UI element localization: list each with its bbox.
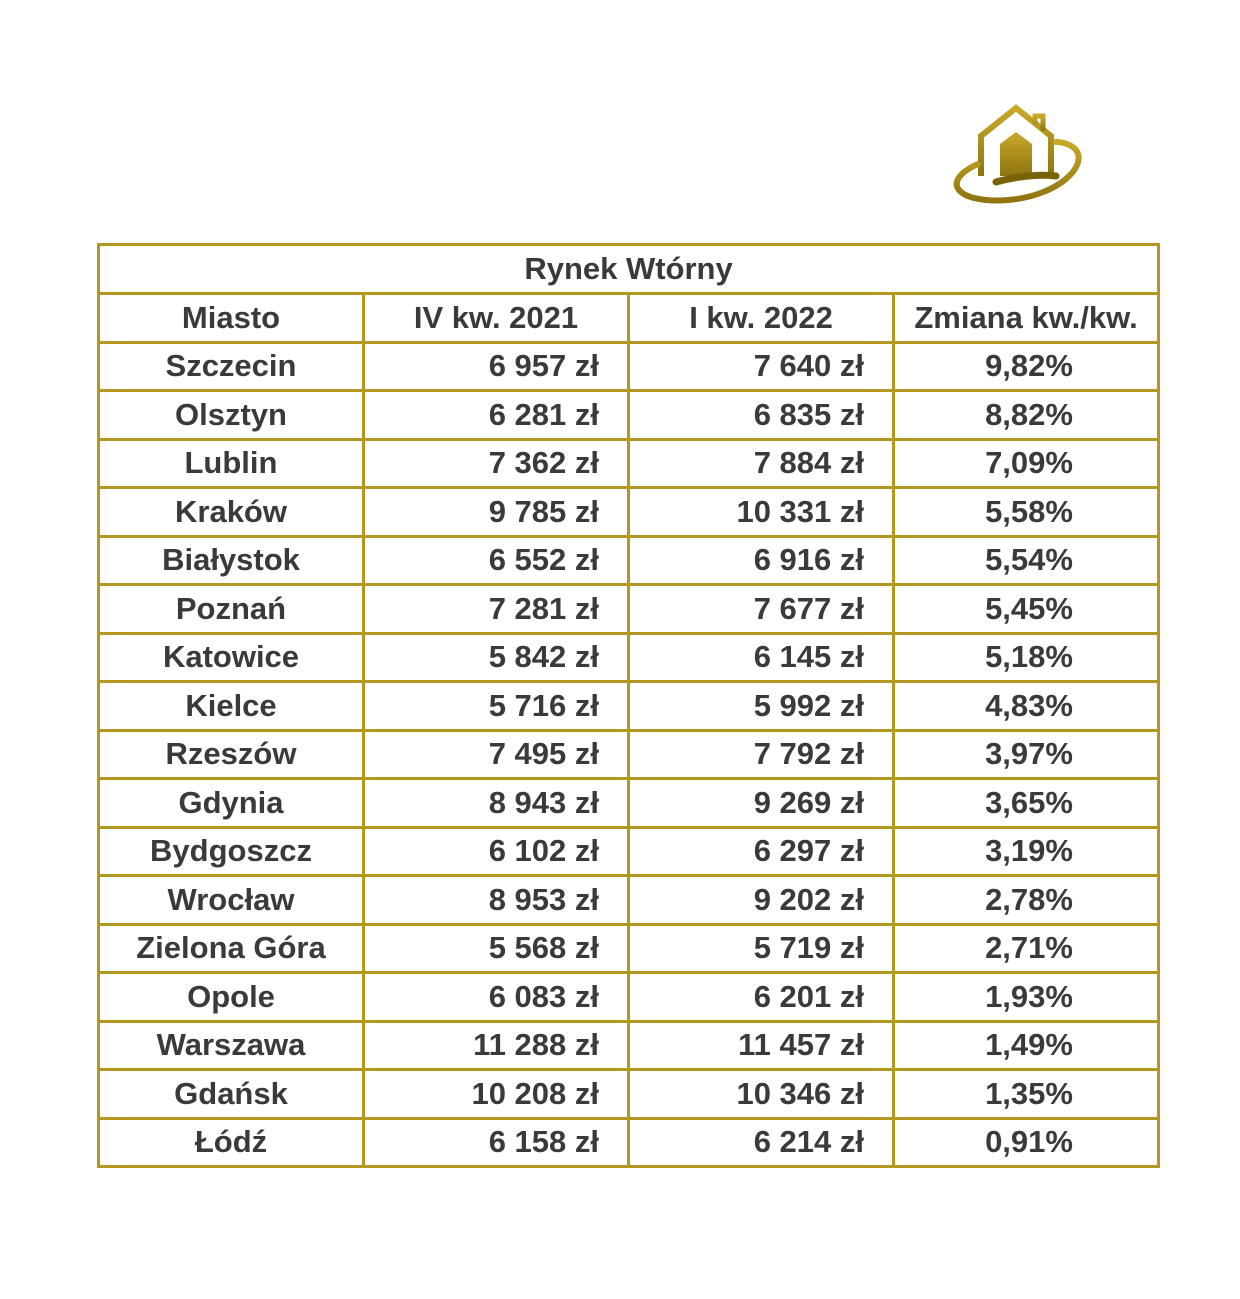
cell-price-q1-2022: 6 916 zł <box>627 534 895 586</box>
cell-price-q4-2021: 7 362 zł <box>362 437 630 489</box>
table-row: Kielce 5 716 zł 5 992 zł 4,83% <box>97 680 1161 732</box>
table-row: Olsztyn 6 281 zł 6 835 zł 8,82% <box>97 389 1161 441</box>
cell-city: Poznań <box>97 583 365 635</box>
cell-city: Białystok <box>97 534 365 586</box>
table-row: Poznań 7 281 zł 7 677 zł 5,45% <box>97 583 1161 635</box>
table-row: Gdańsk 10 208 zł 10 346 zł 1,35% <box>97 1068 1161 1120</box>
cell-price-q4-2021: 5 568 zł <box>362 922 630 974</box>
table-row: Lublin 7 362 zł 7 884 zł 7,09% <box>97 437 1161 489</box>
cell-price-q1-2022: 6 214 zł <box>627 1116 895 1168</box>
cell-price-q1-2022: 10 331 zł <box>627 486 895 538</box>
cell-price-q1-2022: 7 640 zł <box>627 340 895 392</box>
cell-price-q1-2022: 6 201 zł <box>627 971 895 1023</box>
cell-price-q4-2021: 6 158 zł <box>362 1116 630 1168</box>
cell-price-q4-2021: 7 281 zł <box>362 583 630 635</box>
cell-price-q4-2021: 9 785 zł <box>362 486 630 538</box>
cell-city: Lublin <box>97 437 365 489</box>
cell-change: 8,82% <box>891 389 1161 441</box>
cell-change: 3,97% <box>891 728 1161 780</box>
cell-price-q1-2022: 9 269 zł <box>627 777 895 829</box>
cell-city: Wrocław <box>97 874 365 926</box>
cell-price-q1-2022: 9 202 zł <box>627 874 895 926</box>
cell-price-q4-2021: 6 957 zł <box>362 340 630 392</box>
secondary-market-table: Rynek Wtórny Miasto IV kw. 2021 I kw. 20… <box>96 243 1161 1168</box>
cell-city: Zielona Góra <box>97 922 365 974</box>
cell-price-q1-2022: 6 297 zł <box>627 825 895 877</box>
column-header-q4-2021: IV kw. 2021 <box>362 292 630 344</box>
cell-price-q4-2021: 5 842 zł <box>362 631 630 683</box>
cell-change: 2,78% <box>891 874 1161 926</box>
table-row: Szczecin 6 957 zł 7 640 zł 9,82% <box>97 340 1161 392</box>
cell-change: 5,54% <box>891 534 1161 586</box>
cell-price-q4-2021: 8 953 zł <box>362 874 630 926</box>
cell-city: Katowice <box>97 631 365 683</box>
table-row: Bydgoszcz 6 102 zł 6 297 zł 3,19% <box>97 825 1161 877</box>
cell-price-q4-2021: 11 288 zł <box>362 1019 630 1071</box>
cell-city: Szczecin <box>97 340 365 392</box>
table-row: Wrocław 8 953 zł 9 202 zł 2,78% <box>97 874 1161 926</box>
table-row: Białystok 6 552 zł 6 916 zł 5,54% <box>97 534 1161 586</box>
cell-city: Rzeszów <box>97 728 365 780</box>
cell-city: Warszawa <box>97 1019 365 1071</box>
cell-change: 1,35% <box>891 1068 1161 1120</box>
cell-change: 3,65% <box>891 777 1161 829</box>
table-row: Zielona Góra 5 568 zł 5 719 zł 2,71% <box>97 922 1161 974</box>
table-row: Warszawa 11 288 zł 11 457 zł 1,49% <box>97 1019 1161 1071</box>
table-row: Kraków 9 785 zł 10 331 zł 5,58% <box>97 486 1161 538</box>
table-header-row: Miasto IV kw. 2021 I kw. 2022 Zmiana kw.… <box>97 292 1161 344</box>
cell-change: 5,18% <box>891 631 1161 683</box>
cell-price-q4-2021: 6 552 zł <box>362 534 630 586</box>
cell-price-q1-2022: 5 719 zł <box>627 922 895 974</box>
cell-change: 0,91% <box>891 1116 1161 1168</box>
cell-price-q4-2021: 6 083 zł <box>362 971 630 1023</box>
cell-city: Gdańsk <box>97 1068 365 1120</box>
column-header-city: Miasto <box>97 292 365 344</box>
cell-city: Kielce <box>97 680 365 732</box>
column-header-change: Zmiana kw./kw. <box>891 292 1161 344</box>
cell-price-q1-2022: 7 792 zł <box>627 728 895 780</box>
cell-price-q4-2021: 8 943 zł <box>362 777 630 829</box>
cell-change: 2,71% <box>891 922 1161 974</box>
cell-city: Opole <box>97 971 365 1023</box>
cell-change: 4,83% <box>891 680 1161 732</box>
cell-price-q4-2021: 6 281 zł <box>362 389 630 441</box>
cell-price-q4-2021: 10 208 zł <box>362 1068 630 1120</box>
cell-price-q1-2022: 10 346 zł <box>627 1068 895 1120</box>
cell-price-q1-2022: 5 992 zł <box>627 680 895 732</box>
cell-change: 5,58% <box>891 486 1161 538</box>
table-row: Opole 6 083 zł 6 201 zł 1,93% <box>97 971 1161 1023</box>
cell-price-q1-2022: 6 145 zł <box>627 631 895 683</box>
table-row: Gdynia 8 943 zł 9 269 zł 3,65% <box>97 777 1161 829</box>
cell-city: Łódź <box>97 1116 365 1168</box>
table-title: Rynek Wtórny <box>96 243 1161 295</box>
cell-city: Olsztyn <box>97 389 365 441</box>
cell-price-q4-2021: 5 716 zł <box>362 680 630 732</box>
table-row: Katowice 5 842 zł 6 145 zł 5,18% <box>97 631 1161 683</box>
table-row: Rzeszów 7 495 zł 7 792 zł 3,97% <box>97 728 1161 780</box>
cell-change: 7,09% <box>891 437 1161 489</box>
cell-city: Bydgoszcz <box>97 825 365 877</box>
table-row: Łódź 6 158 zł 6 214 zł 0,91% <box>97 1116 1161 1168</box>
cell-change: 1,49% <box>891 1019 1161 1071</box>
cell-change: 5,45% <box>891 583 1161 635</box>
house-orbit-logo-icon <box>948 104 1086 204</box>
cell-price-q1-2022: 6 835 zł <box>627 389 895 441</box>
cell-city: Kraków <box>97 486 365 538</box>
cell-change: 1,93% <box>891 971 1161 1023</box>
cell-price-q4-2021: 7 495 zł <box>362 728 630 780</box>
table-body: Szczecin 6 957 zł 7 640 zł 9,82% Olsztyn 6 28… <box>97 340 1161 1168</box>
cell-price-q4-2021: 6 102 zł <box>362 825 630 877</box>
cell-price-q1-2022: 7 884 zł <box>627 437 895 489</box>
column-header-q1-2022: I kw. 2022 <box>627 292 895 344</box>
cell-price-q1-2022: 7 677 zł <box>627 583 895 635</box>
cell-city: Gdynia <box>97 777 365 829</box>
cell-price-q1-2022: 11 457 zł <box>627 1019 895 1071</box>
cell-change: 9,82% <box>891 340 1161 392</box>
table-title-row: Rynek Wtórny <box>96 243 1161 295</box>
cell-change: 3,19% <box>891 825 1161 877</box>
